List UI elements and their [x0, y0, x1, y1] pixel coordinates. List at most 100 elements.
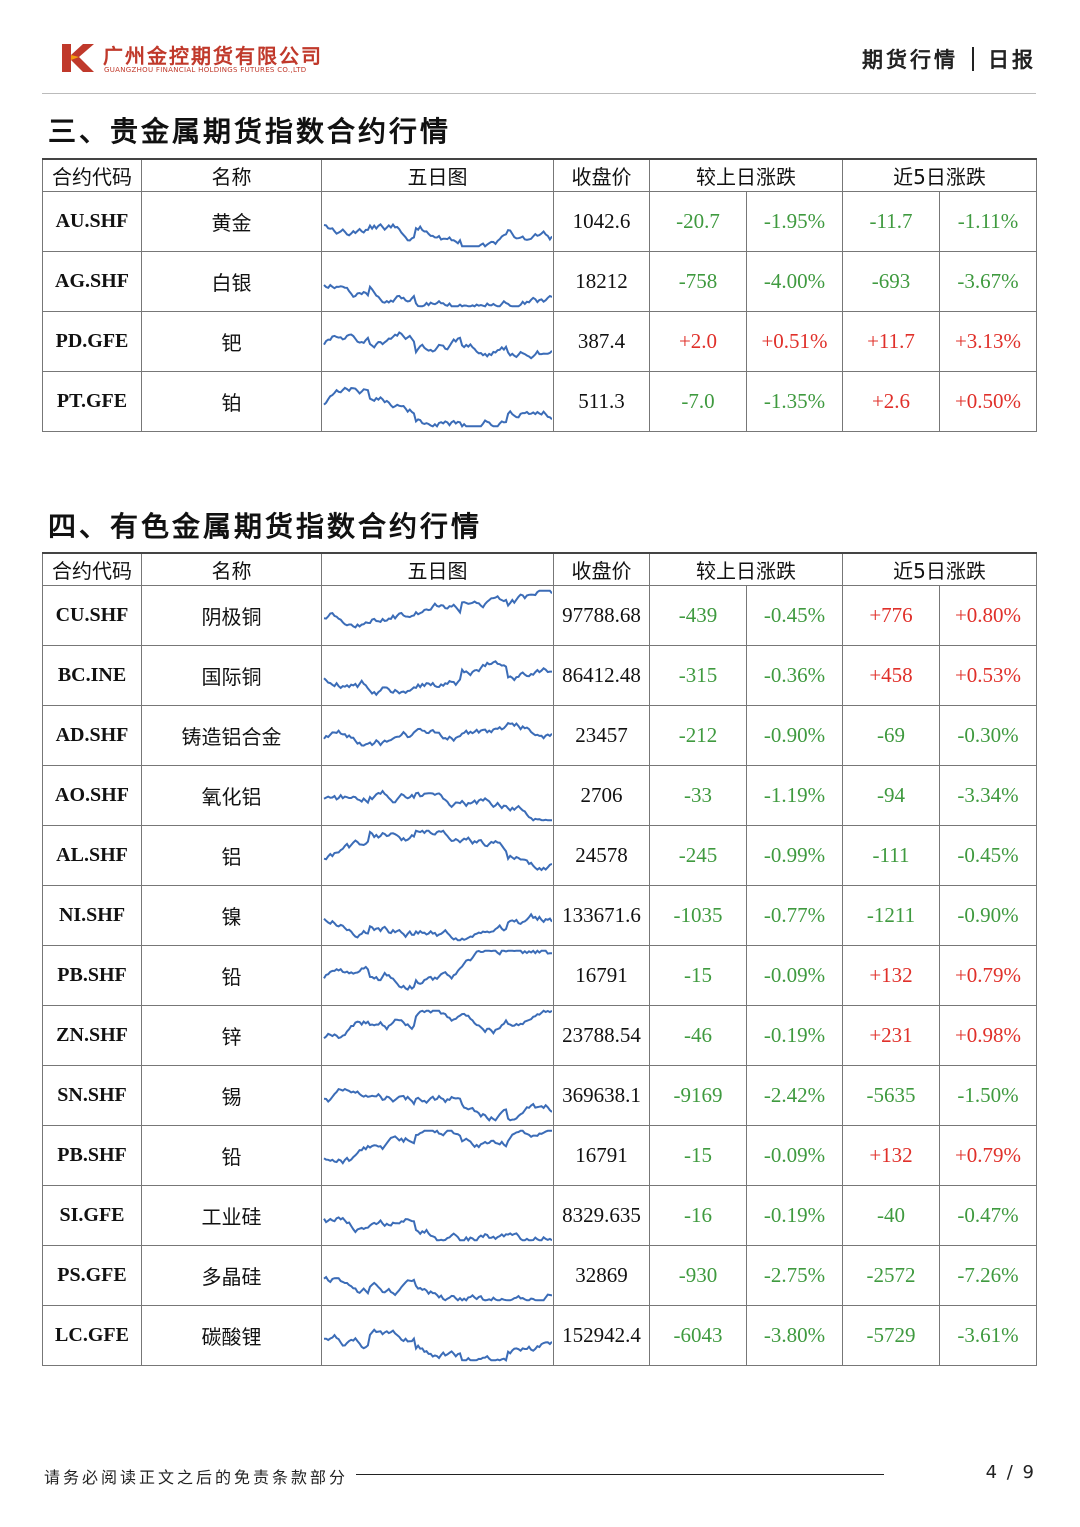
- sparkline-path: [323, 949, 552, 991]
- report-type: 期货行情: [862, 48, 958, 72]
- sparkline-path: [323, 1009, 552, 1040]
- daily-change-abs: -16: [649, 1185, 747, 1246]
- daily-change-pct: -2.75%: [746, 1245, 843, 1306]
- contract-code: SI.GFE: [42, 1185, 142, 1246]
- table-row: PB.SHF 铅 16791 -15 -0.09% +132 +0.79%: [42, 945, 1038, 1006]
- five-day-change-abs: +132: [842, 1125, 940, 1186]
- col-header-chart: 五日图: [321, 158, 554, 192]
- close-price: 369638.1: [553, 1065, 650, 1126]
- daily-change-pct: -0.36%: [746, 645, 843, 706]
- close-price: 2706: [553, 765, 650, 826]
- five-day-change-pct: +3.13%: [938, 311, 1038, 372]
- five-day-sparkline: [323, 660, 552, 697]
- daily-change-abs: -20.7: [649, 191, 747, 252]
- page-number: 4 / 9: [985, 1462, 1036, 1483]
- close-price: 387.4: [553, 311, 650, 372]
- five-day-change-pct: -0.30%: [938, 705, 1038, 766]
- five-day-change-abs: +132: [842, 945, 940, 1006]
- sparkline-path: [323, 589, 552, 629]
- five-day-sparkline: [323, 789, 552, 822]
- daily-change-abs: -930: [649, 1245, 747, 1306]
- daily-change-pct: -2.42%: [746, 1065, 843, 1126]
- daily-change-pct: -1.95%: [746, 191, 843, 252]
- five-day-change-abs: -1211: [842, 885, 940, 946]
- five-day-chart: [321, 311, 554, 372]
- five-day-sparkline: [324, 1328, 552, 1363]
- five-day-change-abs: -69: [842, 705, 940, 766]
- daily-change-abs: -1035: [649, 885, 747, 946]
- five-day-sparkline: [323, 912, 552, 942]
- sparkline-path: [323, 660, 552, 697]
- contract-code: PB.SHF: [42, 945, 142, 1006]
- daily-change-abs: -15: [649, 945, 747, 1006]
- close-price: 8329.635: [553, 1185, 650, 1246]
- table-row: PD.GFE 钯 387.4 +2.0 +0.51% +11.7 +3.13%: [42, 311, 1038, 372]
- five-day-change-pct: -7.26%: [938, 1245, 1038, 1306]
- contract-code: BC.INE: [42, 645, 142, 706]
- five-day-chart: [321, 191, 554, 252]
- col-header-chart: 五日图: [321, 552, 554, 586]
- daily-change-pct: -0.19%: [746, 1185, 843, 1246]
- five-day-change-abs: -5729: [842, 1305, 940, 1366]
- five-day-change-abs: +11.7: [842, 311, 940, 372]
- five-day-change-abs: -40: [842, 1185, 940, 1246]
- five-day-change-pct: +0.79%: [938, 1125, 1038, 1186]
- daily-change-pct: -0.90%: [746, 705, 843, 766]
- five-day-sparkline: [323, 1275, 552, 1302]
- five-day-change-abs: -2572: [842, 1245, 940, 1306]
- five-day-change-pct: -3.67%: [938, 251, 1038, 312]
- daily-change-abs: -9169: [649, 1065, 747, 1126]
- section-title-precious: 三、贵金属期货指数合约行情: [48, 115, 452, 148]
- table-row: AO.SHF 氧化铝 2706 -33 -1.19% -94 -3.34%: [42, 765, 1038, 826]
- close-price: 86412.48: [553, 645, 650, 706]
- sparkline-path: [323, 1275, 552, 1302]
- table-row: PB.SHF 铅 16791 -15 -0.09% +132 +0.79%: [42, 1125, 1038, 1186]
- nonferrous-metals-table: 合约代码 名称 五日图 收盘价 较上日涨跌 近5日涨跌 CU.SHF 阴极铜 97788.68-…: [42, 552, 1038, 1366]
- close-price: 24578: [553, 825, 650, 886]
- table-row: AG.SHF 白银 18212 -758 -4.00% -693 -3.67%: [42, 251, 1038, 312]
- sparkline-path: [323, 283, 552, 308]
- table-row: PT.GFE 铂 511.3 -7.0 -1.35% +2.6 +0.50%: [42, 371, 1038, 432]
- contract-name: 多晶硅: [141, 1245, 322, 1306]
- close-price: 18212: [553, 251, 650, 312]
- report-period: 日报: [988, 48, 1036, 72]
- contract-code: AU.SHF: [42, 191, 142, 252]
- five-day-chart: [321, 251, 554, 312]
- sparkline-path: [323, 829, 552, 872]
- close-price: 23788.54: [553, 1005, 650, 1066]
- daily-change-pct: +0.51%: [746, 311, 843, 372]
- sparkline-path: [324, 1328, 552, 1363]
- five-day-change-abs: -5635: [842, 1065, 940, 1126]
- table-row: LC.GFE 碳酸锂 152942.4 -6043 -3.80% -5729 -3.61%: [42, 1305, 1038, 1366]
- five-day-change-abs: +2.6: [842, 371, 940, 432]
- five-day-change-abs: -693: [842, 251, 940, 312]
- table-row: NI.SHF 镍 133671.6 -1035 -0.77% -1211 -0.90%: [42, 885, 1038, 946]
- contract-name: 锌: [141, 1005, 322, 1066]
- five-day-change-pct: -1.50%: [938, 1065, 1038, 1126]
- five-day-change-pct: -0.47%: [938, 1185, 1038, 1246]
- five-day-sparkline: [323, 331, 552, 360]
- daily-change-pct: -4.00%: [746, 251, 843, 312]
- close-price: 16791: [553, 945, 650, 1006]
- contract-code: AL.SHF: [42, 825, 142, 886]
- table-row: CU.SHF 阴极铜 97788.68 -439 -0.45% +776 +0.80%: [42, 585, 1038, 646]
- five-day-chart: [321, 371, 554, 432]
- company-logo-icon: [60, 42, 96, 74]
- daily-change-abs: -245: [649, 825, 747, 886]
- company-name-en: GUANGZHOU FINANCIAL HOLDINGS FUTURES CO.…: [104, 66, 307, 74]
- daily-change-abs: -6043: [649, 1305, 747, 1366]
- five-day-chart: [321, 1245, 554, 1306]
- close-price: 511.3: [553, 371, 650, 432]
- daily-change-abs: -439: [649, 585, 747, 646]
- contract-code: PD.GFE: [42, 311, 142, 372]
- daily-change-pct: -0.09%: [746, 945, 843, 1006]
- daily-change-pct: -0.45%: [746, 585, 843, 646]
- five-day-change-pct: -0.90%: [938, 885, 1038, 946]
- contract-code: SN.SHF: [42, 1065, 142, 1126]
- close-price: 1042.6: [553, 191, 650, 252]
- contract-code: ZN.SHF: [42, 1005, 142, 1066]
- table-row: AD.SHF 铸造铝合金 23457 -212 -0.90% -69 -0.30%: [42, 705, 1038, 766]
- header-rule: [42, 93, 1036, 94]
- close-price: 23457: [553, 705, 650, 766]
- five-day-chart: [321, 1305, 554, 1366]
